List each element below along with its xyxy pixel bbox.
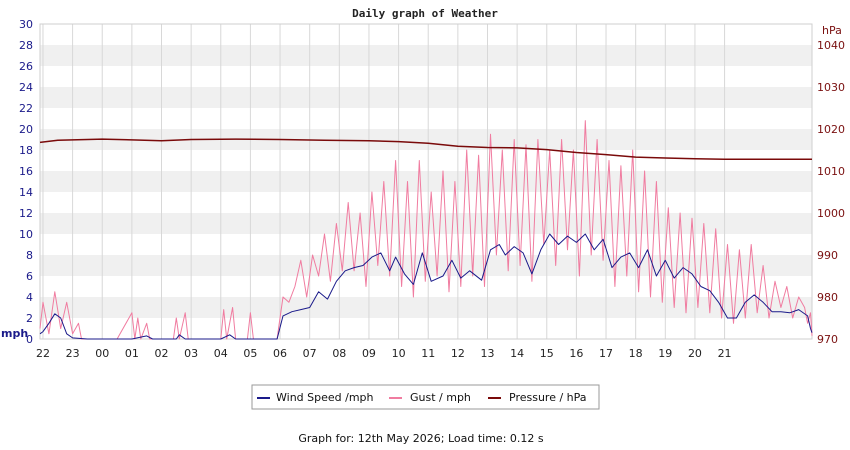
- y-axis-right-unit: hPa: [822, 24, 842, 37]
- series-layer: [39, 120, 813, 340]
- y-left-tick-label: 2: [26, 312, 33, 325]
- y-left-tick-label: 16: [19, 165, 33, 178]
- x-tick-label: 03: [184, 347, 198, 360]
- y-left-tick-label: 22: [19, 102, 33, 115]
- grid-band: [40, 108, 812, 129]
- grid-band: [40, 45, 812, 66]
- y-right-tick-label: 1040: [817, 39, 845, 52]
- x-tick-label: 02: [155, 347, 169, 360]
- x-tick-label: 21: [718, 347, 732, 360]
- grid-band: [40, 192, 812, 213]
- x-tick-label: 11: [421, 347, 435, 360]
- x-tick-label: 04: [214, 347, 228, 360]
- legend-label-pressure: Pressure / hPa: [509, 391, 587, 404]
- x-tick-label: 19: [658, 347, 672, 360]
- x-tick-label: 18: [629, 347, 643, 360]
- y-left-tick-label: 20: [19, 123, 33, 136]
- x-axis-ticks: 22 23 00 01 02 03 04 05 06 07 08 09 10 11 12 13 14 15 16 17…: [36, 347, 732, 360]
- x-tick-label: 09: [362, 347, 376, 360]
- x-tick-label: 07: [303, 347, 317, 360]
- grid-band: [40, 87, 812, 108]
- y-left-tick-label: 6: [26, 270, 33, 283]
- plot-frame: [39, 23, 813, 340]
- x-tick-label: 00: [95, 347, 109, 360]
- x-tick-label: 20: [688, 347, 702, 360]
- y-left-tick-label: 30: [19, 18, 33, 31]
- grid-band: [40, 213, 812, 234]
- grid-band: [40, 66, 812, 87]
- y-right-tick-label: 980: [817, 291, 838, 304]
- legend: Wind Speed /mph Gust / mph Pressure / hP…: [251, 384, 600, 410]
- plot-bands: [40, 24, 812, 339]
- x-tick-label: 13: [480, 347, 494, 360]
- grid-band: [40, 129, 812, 150]
- grid-band: [40, 150, 812, 171]
- x-tick-label: 08: [332, 347, 346, 360]
- y-left-tick-label: 14: [19, 186, 33, 199]
- vertical-grid: [42, 24, 726, 339]
- y-left-tick-label: 8: [26, 249, 33, 262]
- x-tick-label: 16: [569, 347, 583, 360]
- x-tick-label: 14: [510, 347, 524, 360]
- y-axis-right-ticks: 970 980 990 1000 1010 1020 1030 1040: [817, 39, 845, 346]
- y-right-tick-label: 1020: [817, 123, 845, 136]
- legend-label-gust: Gust / mph: [410, 391, 471, 404]
- x-tick-label: 23: [66, 347, 80, 360]
- y-right-tick-label: 1030: [817, 81, 845, 94]
- x-tick-label: 06: [273, 347, 287, 360]
- y-left-tick-label: 18: [19, 144, 33, 157]
- y-left-tick-label: 4: [26, 291, 33, 304]
- series-line-wind-speed: [39, 233, 813, 340]
- grid-band: [40, 234, 812, 255]
- grid-band: [40, 297, 812, 318]
- y-right-tick-label: 1010: [817, 165, 845, 178]
- x-tick-label: 05: [243, 347, 257, 360]
- legend-label-wind: Wind Speed /mph: [276, 391, 374, 404]
- x-tick-label: 15: [540, 347, 554, 360]
- y-right-tick-label: 1000: [817, 207, 845, 220]
- y-left-tick-label: 12: [19, 207, 33, 220]
- y-left-tick-label: 26: [19, 60, 33, 73]
- x-tick-label: 12: [451, 347, 465, 360]
- legend-box: [251, 384, 600, 410]
- grid-band: [40, 171, 812, 192]
- y-axis-left-unit: mph: [1, 327, 28, 340]
- grid-band: [40, 24, 812, 45]
- footer-text: Graph for: 12th May 2026; Load time: 0.1…: [298, 432, 544, 445]
- chart-title: Daily graph of Weather: [352, 7, 498, 20]
- y-left-tick-label: 28: [19, 39, 33, 52]
- x-tick-label: 10: [392, 347, 406, 360]
- x-tick-label: 01: [125, 347, 139, 360]
- y-left-tick-label: 0: [26, 333, 33, 346]
- grid-band: [40, 318, 812, 339]
- y-right-tick-label: 990: [817, 249, 838, 262]
- grid-band: [40, 276, 812, 297]
- y-right-tick-label: 970: [817, 333, 838, 346]
- x-tick-label: 17: [599, 347, 613, 360]
- series-line-pressure: [39, 138, 812, 160]
- y-left-tick-label: 24: [19, 81, 33, 94]
- x-tick-label: 22: [36, 347, 50, 360]
- y-left-tick-label: 10: [19, 228, 33, 241]
